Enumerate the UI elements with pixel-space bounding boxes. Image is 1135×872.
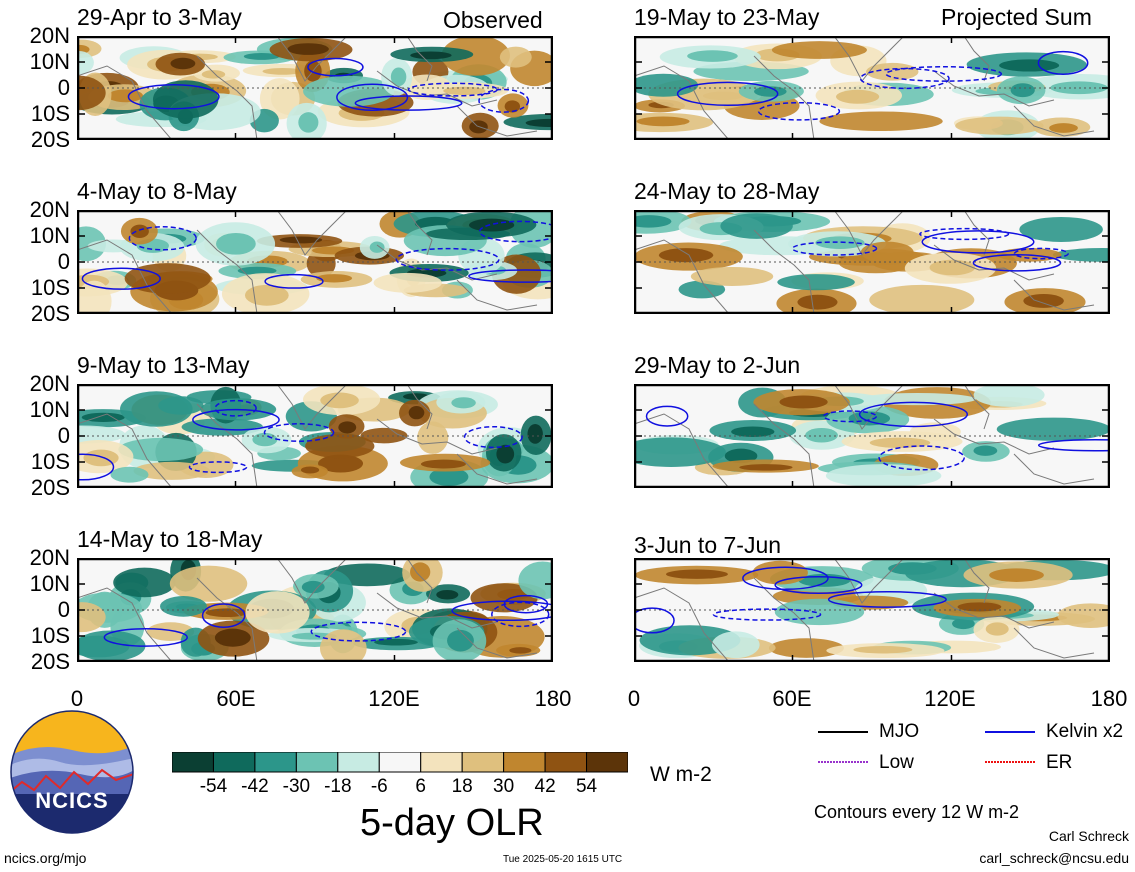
panel-title: 29-May to 2-Jun (634, 352, 801, 378)
legend-er-label: ER (1046, 752, 1073, 773)
lon-label: 0 (627, 686, 641, 711)
legend-swatches (818, 731, 1035, 763)
olr-map (77, 36, 553, 140)
colorbar-swatch (586, 752, 628, 773)
lat-label: 0 (57, 249, 70, 274)
panel-title: 4-May to 8-May (77, 178, 237, 204)
lat-label: 10S (30, 275, 70, 300)
panel-title: 3-Jun to 7-Jun (634, 532, 782, 558)
panel-title: 24-May to 28-May (634, 178, 820, 204)
lat-label: 10N (29, 49, 70, 74)
footer-email: carl_schreck@ncsu.edu (979, 850, 1129, 866)
panel-title: 14-May to 18-May (77, 526, 263, 552)
lon-label: 0 (70, 686, 84, 711)
lat-label: 20N (29, 197, 70, 222)
lat-label: 0 (57, 423, 70, 448)
figure-title: 5-day OLR (360, 802, 544, 844)
panel-title: 19-May to 23-May (634, 4, 820, 30)
legend-kelvin-label: Kelvin x2 (1046, 721, 1124, 742)
colorbar (172, 752, 628, 773)
footer-timestamp: Tue 2025-05-20 1615 UTC (503, 854, 623, 865)
lon-label: 120E (924, 686, 976, 711)
ncics-logo: NCICS (10, 710, 134, 834)
olr-map (634, 384, 1110, 488)
panel-corner-label: Observed (443, 7, 543, 33)
footer-author: Carl Schreck (1048, 828, 1129, 844)
olr-map (634, 558, 1110, 662)
colorbar-label: 18 (451, 776, 473, 797)
colorbar-label: -42 (241, 776, 269, 797)
lat-label: 20S (30, 649, 70, 674)
lat-label: 20N (29, 371, 70, 396)
lat-label: 10N (29, 397, 70, 422)
lon-label: 60E (216, 686, 256, 711)
lat-label: 20S (30, 475, 70, 500)
lat-label: 20S (30, 301, 70, 326)
logo-text: NCICS (35, 788, 109, 813)
footer-url: ncics.org/mjo (4, 850, 87, 866)
olr-map (77, 558, 553, 662)
colorbar-label: 30 (493, 776, 515, 797)
lat-label: 10S (30, 623, 70, 648)
panel-corner-label: Projected Sum (941, 4, 1092, 30)
colorbar-swatch (254, 752, 297, 773)
colorbar-swatch (172, 752, 214, 773)
colorbar-label: -54 (199, 776, 228, 797)
lon-label: 60E (772, 686, 812, 711)
lat-label: 10N (29, 571, 70, 596)
lat-label: 10S (30, 449, 70, 474)
olr-map (634, 210, 1110, 314)
colorbar-swatch (461, 752, 505, 773)
lon-label: 180 (534, 686, 572, 711)
lat-label: 0 (57, 75, 70, 100)
legend-mjo-label: MJO (879, 721, 920, 742)
lat-label: 20S (30, 127, 70, 152)
lon-label: 120E (368, 686, 420, 711)
olr-map (77, 210, 553, 314)
lon-label: 180 (1090, 686, 1128, 711)
contour-note: Contours every 12 W m-2 (814, 802, 1020, 822)
legend-low-label: Low (879, 752, 914, 773)
panel-title: 9-May to 13-May (77, 352, 250, 378)
olr-map (77, 384, 553, 488)
colorbar-swatch (378, 752, 422, 773)
panel-title: 29-Apr to 3-May (77, 4, 242, 30)
colorbar-swatch (337, 752, 380, 773)
lat-label: 20N (29, 545, 70, 570)
colorbar-swatch (503, 752, 546, 773)
colorbar-label: 6 (415, 776, 427, 797)
colorbar-label: 54 (575, 776, 598, 797)
colorbar-units: W m-2 (650, 763, 712, 786)
colorbar-swatch (420, 752, 463, 773)
colorbar-label: 42 (534, 776, 556, 797)
colorbar-label: -6 (370, 776, 388, 797)
colorbar-swatch (212, 752, 256, 773)
colorbar-swatch (544, 752, 588, 773)
colorbar-swatch (295, 752, 339, 773)
colorbar-label: -30 (282, 776, 311, 797)
lat-label: 10N (29, 223, 70, 248)
colorbar-label: -18 (324, 776, 352, 797)
lat-label: 10S (30, 101, 70, 126)
lat-label: 0 (57, 597, 70, 622)
lat-label: 20N (29, 23, 70, 48)
olr-map (634, 36, 1110, 140)
